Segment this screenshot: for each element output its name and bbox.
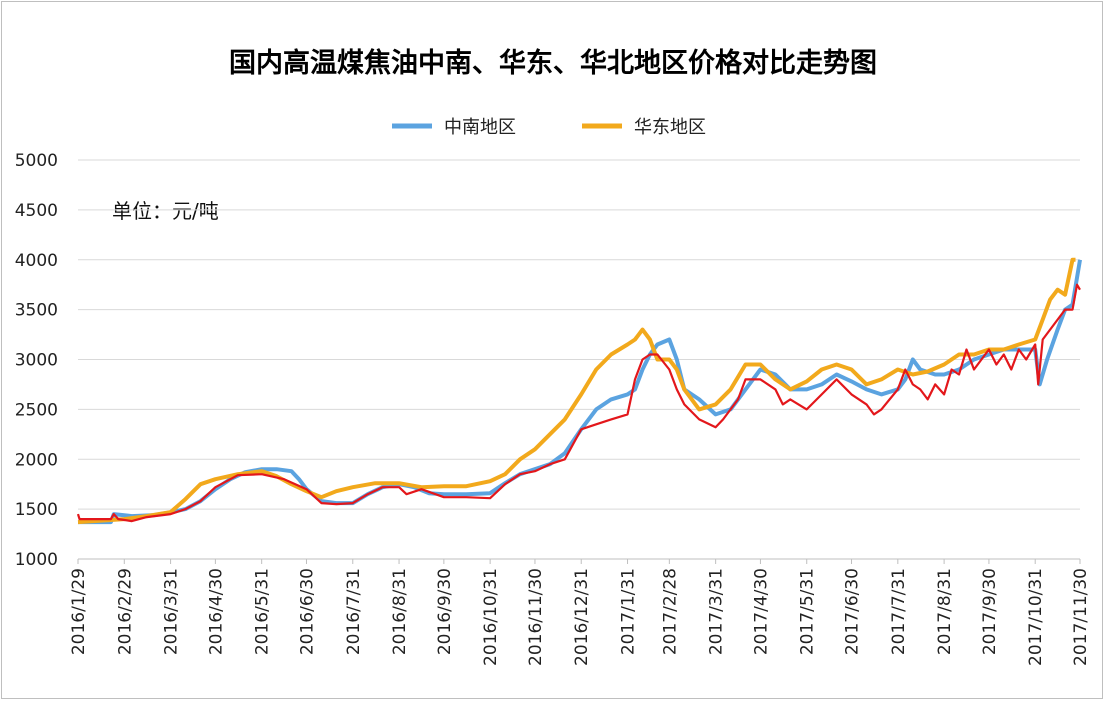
legend-label-huadong: 华东地区	[634, 117, 706, 138]
x-tick-label: 2016/10/31	[481, 568, 501, 666]
unit-annotation: 单位：元/吨	[112, 199, 219, 223]
x-tick-label: 2016/3/31	[162, 568, 182, 655]
legend-label-zhongnan: 中南地区	[444, 117, 516, 138]
series-line-0	[78, 259, 1082, 525]
x-axis-ticks: 2016/1/29 2016/2/29 2016/3/31 2016/4/30 2016…	[69, 559, 1091, 666]
x-tick-label: 2016/12/31	[572, 568, 592, 666]
x-tick-label: 2017/8/31	[935, 568, 955, 655]
y-tick-label: 3000	[15, 351, 58, 371]
x-tick-label: 2017/5/31	[798, 568, 818, 655]
series-line-1	[77, 257, 1076, 525]
y-tick-label: 2500	[15, 400, 58, 420]
x-tick-label: 2016/5/31	[253, 568, 273, 655]
x-tick-label: 2016/6/30	[297, 568, 317, 655]
x-tick-label: 2017/7/31	[889, 568, 909, 655]
x-tick-label: 2017/9/30	[980, 568, 1000, 655]
y-tick-label: 4500	[15, 201, 58, 221]
gridlines	[78, 159, 1080, 560]
x-tick-label: 2017/4/30	[751, 568, 771, 655]
x-tick-label: 2016/4/30	[206, 568, 226, 655]
x-tick-label: 2017/2/28	[660, 568, 680, 655]
x-tick-label: 2016/1/29	[69, 568, 89, 655]
y-tick-label: 5000	[15, 151, 58, 171]
y-tick-label: 3500	[15, 301, 58, 321]
x-tick-label: 2016/2/29	[115, 568, 135, 655]
y-tick-label: 2000	[15, 450, 58, 470]
x-tick-label: 2016/8/31	[390, 568, 410, 655]
y-axis-ticks: 1000 1500 2000 2500 3000 3500 4000 4500 5000	[15, 151, 58, 570]
series-line-2	[76, 283, 1081, 523]
series-lines	[76, 257, 1082, 525]
x-tick-label: 2017/6/30	[843, 568, 863, 655]
x-tick-label: 2017/3/31	[707, 568, 727, 655]
y-tick-label: 1500	[15, 500, 58, 520]
x-tick-label: 2017/11/30	[1071, 568, 1091, 666]
chart-title: 国内高温煤焦油中南、华东、华北地区价格对比走势图	[229, 47, 877, 79]
y-tick-label: 1000	[15, 550, 58, 570]
x-tick-label: 2017/1/31	[619, 568, 639, 655]
x-tick-label: 2016/7/31	[344, 568, 364, 655]
y-tick-label: 4000	[15, 251, 58, 271]
x-tick-label: 2016/11/30	[526, 568, 546, 666]
legend: 中南地区 华东地区	[392, 117, 706, 138]
x-tick-label: 2017/10/31	[1026, 568, 1046, 666]
x-tick-label: 2016/9/30	[435, 568, 455, 655]
